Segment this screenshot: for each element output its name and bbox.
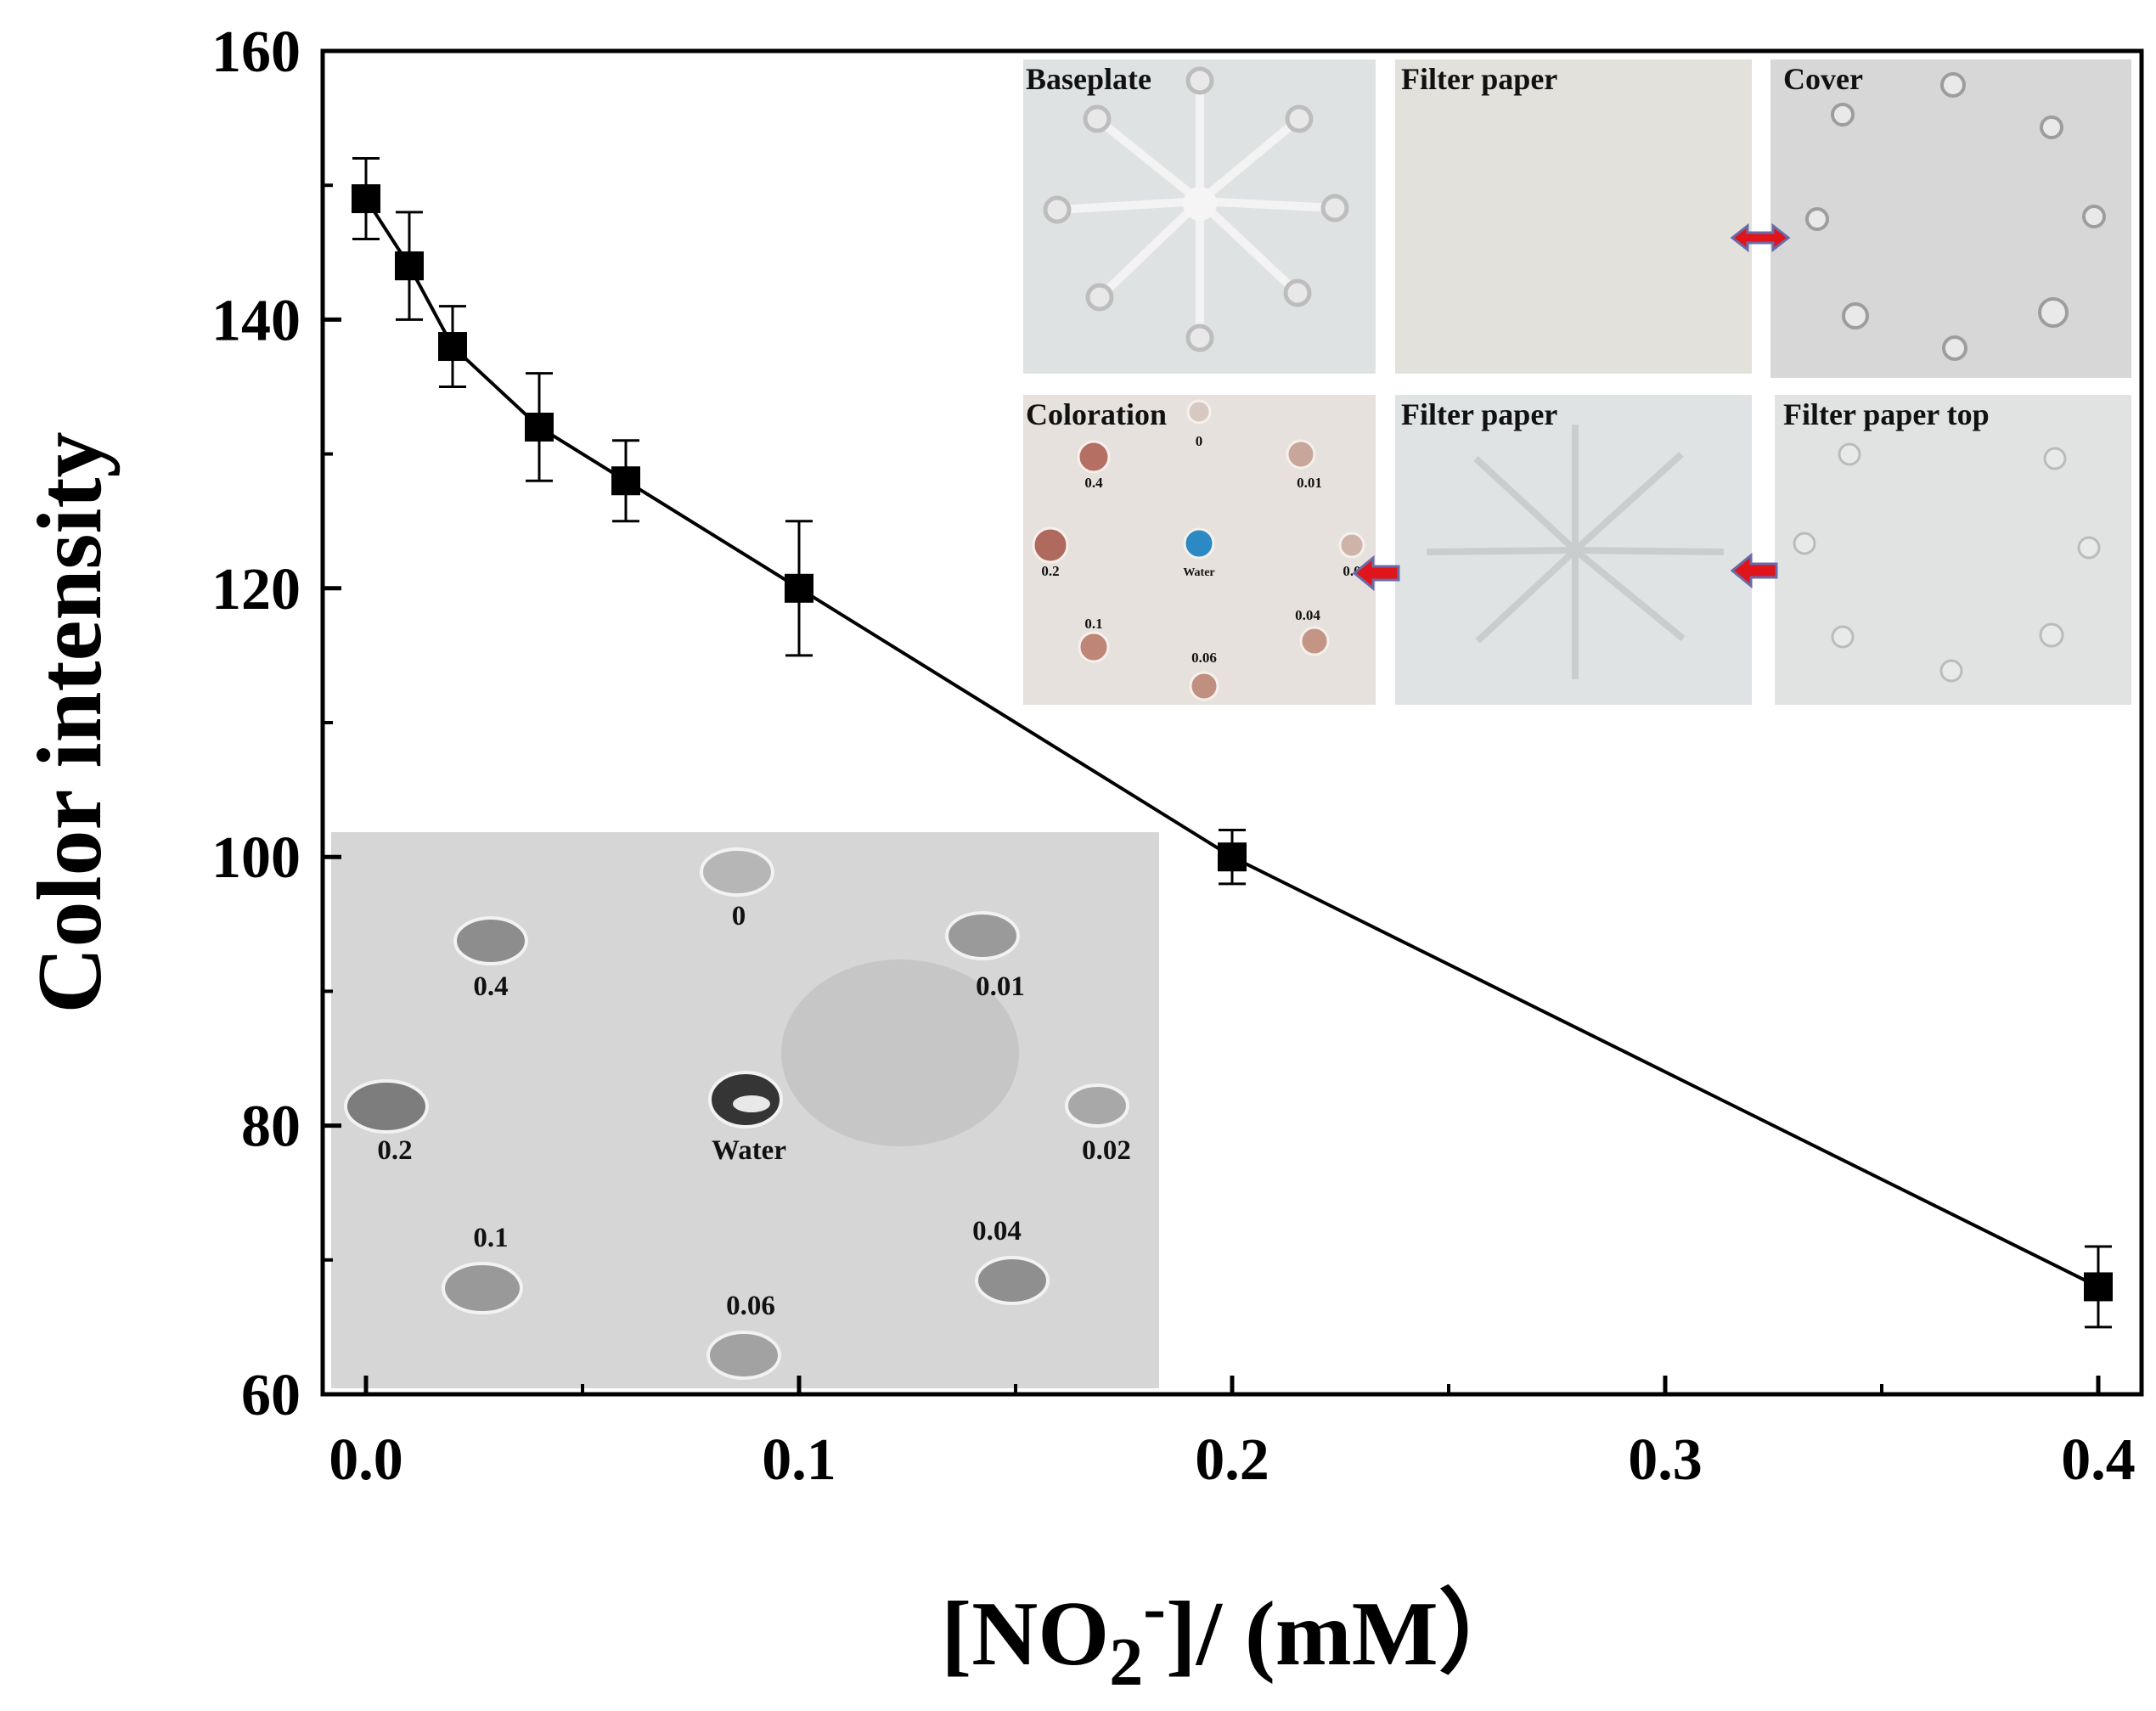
x-tick-label: 0.1 — [762, 1427, 836, 1493]
gray-label-0.4: 0.4 — [473, 971, 508, 1002]
coloration-label: Coloration — [1026, 397, 1167, 431]
coloration-label-0.2: 0.2 — [1041, 563, 1059, 579]
data-point-marker — [785, 573, 813, 603]
coloration-label-0.06: 0.06 — [1191, 650, 1217, 666]
coloration-label-0.4: 0.4 — [1084, 475, 1103, 491]
gray-label-0: 0 — [732, 901, 746, 931]
gray-spot-0.04 — [975, 1256, 1050, 1305]
left-arrow-icon-2 — [1352, 554, 1400, 592]
double-arrow-icon — [1730, 222, 1791, 253]
gray-label-0.02: 0.02 — [1082, 1135, 1131, 1166]
y-axis-label: Color intensity — [20, 431, 121, 1013]
coloration-label-water: Water — [1183, 566, 1214, 579]
x-tick-label: 0.3 — [1628, 1427, 1703, 1493]
gray-spot-0 — [700, 847, 774, 897]
plot-layer — [352, 157, 2113, 1329]
cover-panel: Cover — [1770, 59, 2131, 378]
top-photo-panels: Baseplate Filter paper Cover — [1023, 59, 2131, 705]
gray-label-0.06: 0.06 — [726, 1291, 775, 1321]
coloration-label-0.01: 0.01 — [1297, 475, 1322, 491]
cover-label: Cover — [1783, 62, 1863, 96]
x-tick-label: 0.2 — [1195, 1427, 1269, 1493]
y-tick-label: 160 — [211, 20, 301, 85]
gray-label-0.1: 0.1 — [473, 1223, 508, 1253]
gray-spot-0.1 — [442, 1262, 523, 1314]
data-point-marker — [438, 332, 467, 362]
baseplate-label: Baseplate — [1026, 62, 1151, 96]
gray-spot-0.02 — [1065, 1083, 1129, 1128]
x-tick-label: 0.0 — [329, 1427, 403, 1493]
x-axis-label-tail: ]/ (mM） — [1166, 1584, 1530, 1685]
left-arrow-icon-1 — [1730, 552, 1778, 589]
data-point-marker — [395, 251, 424, 281]
y-tick-label: 140 — [211, 288, 301, 353]
filter-paper-top-label: Filter paper top — [1783, 397, 1990, 431]
gray-spot-0.01 — [945, 911, 1020, 960]
x-axis-label-sup: - — [1143, 1571, 1166, 1646]
data-point-marker — [525, 412, 554, 442]
x-axis-label-main: [NO — [941, 1584, 1109, 1685]
y-tick-label: 120 — [211, 557, 301, 622]
axis-ticks — [323, 48, 2101, 1397]
data-point-marker — [2084, 1272, 2113, 1302]
gray-label-0.01: 0.01 — [976, 971, 1025, 1002]
data-point-marker — [1218, 842, 1247, 872]
red-arrows — [1352, 222, 1791, 592]
x-tick-label: 0.4 — [2061, 1427, 2136, 1493]
data-point-marker — [611, 466, 640, 496]
gray-photo-inset: 0 0.4 0.01 0.2 Water 0.02 0.1 0.04 0.06 — [331, 832, 1159, 1388]
gray-label-0.04: 0.04 — [972, 1216, 1022, 1247]
filter-paper-top-panel: Filter paper top — [1775, 395, 2131, 705]
baseplate-panel: Baseplate — [1023, 59, 1376, 374]
data-point-marker — [352, 184, 380, 214]
axis-tick-labels: 0.0 0.1 0.2 0.3 0.4 60 80 100 120 140 160 — [211, 20, 2136, 1493]
coloration-label-0.04: 0.04 — [1295, 607, 1320, 623]
filter-paper-label-2: Filter paper — [1401, 397, 1557, 431]
gray-spot-0.06 — [706, 1331, 781, 1380]
y-tick-label: 80 — [241, 1095, 301, 1160]
x-axis-label-sub: 2 — [1109, 1625, 1143, 1700]
gray-spot-0.4 — [453, 916, 528, 965]
coloration-label-0.1: 0.1 — [1084, 616, 1102, 632]
coloration-label-0: 0 — [1196, 433, 1203, 449]
filter-paper-panel-2: Filter paper — [1395, 395, 1752, 705]
gray-label-0.2: 0.2 — [377, 1135, 412, 1166]
filter-paper-panel-1: Filter paper — [1395, 59, 1752, 374]
gray-label-water: Water — [712, 1135, 786, 1166]
x-axis-label: [NO2-]/ (mM） — [941, 1571, 1529, 1700]
coloration-panel: 0 0.4 0.01 0.2 Water 0.0 0.1 0.04 0.06 C… — [1023, 395, 1376, 705]
y-tick-label: 60 — [241, 1363, 301, 1428]
y-tick-label: 100 — [211, 825, 301, 891]
filter-paper-label-1: Filter paper — [1401, 62, 1557, 96]
gray-spot-0.2 — [344, 1079, 429, 1134]
